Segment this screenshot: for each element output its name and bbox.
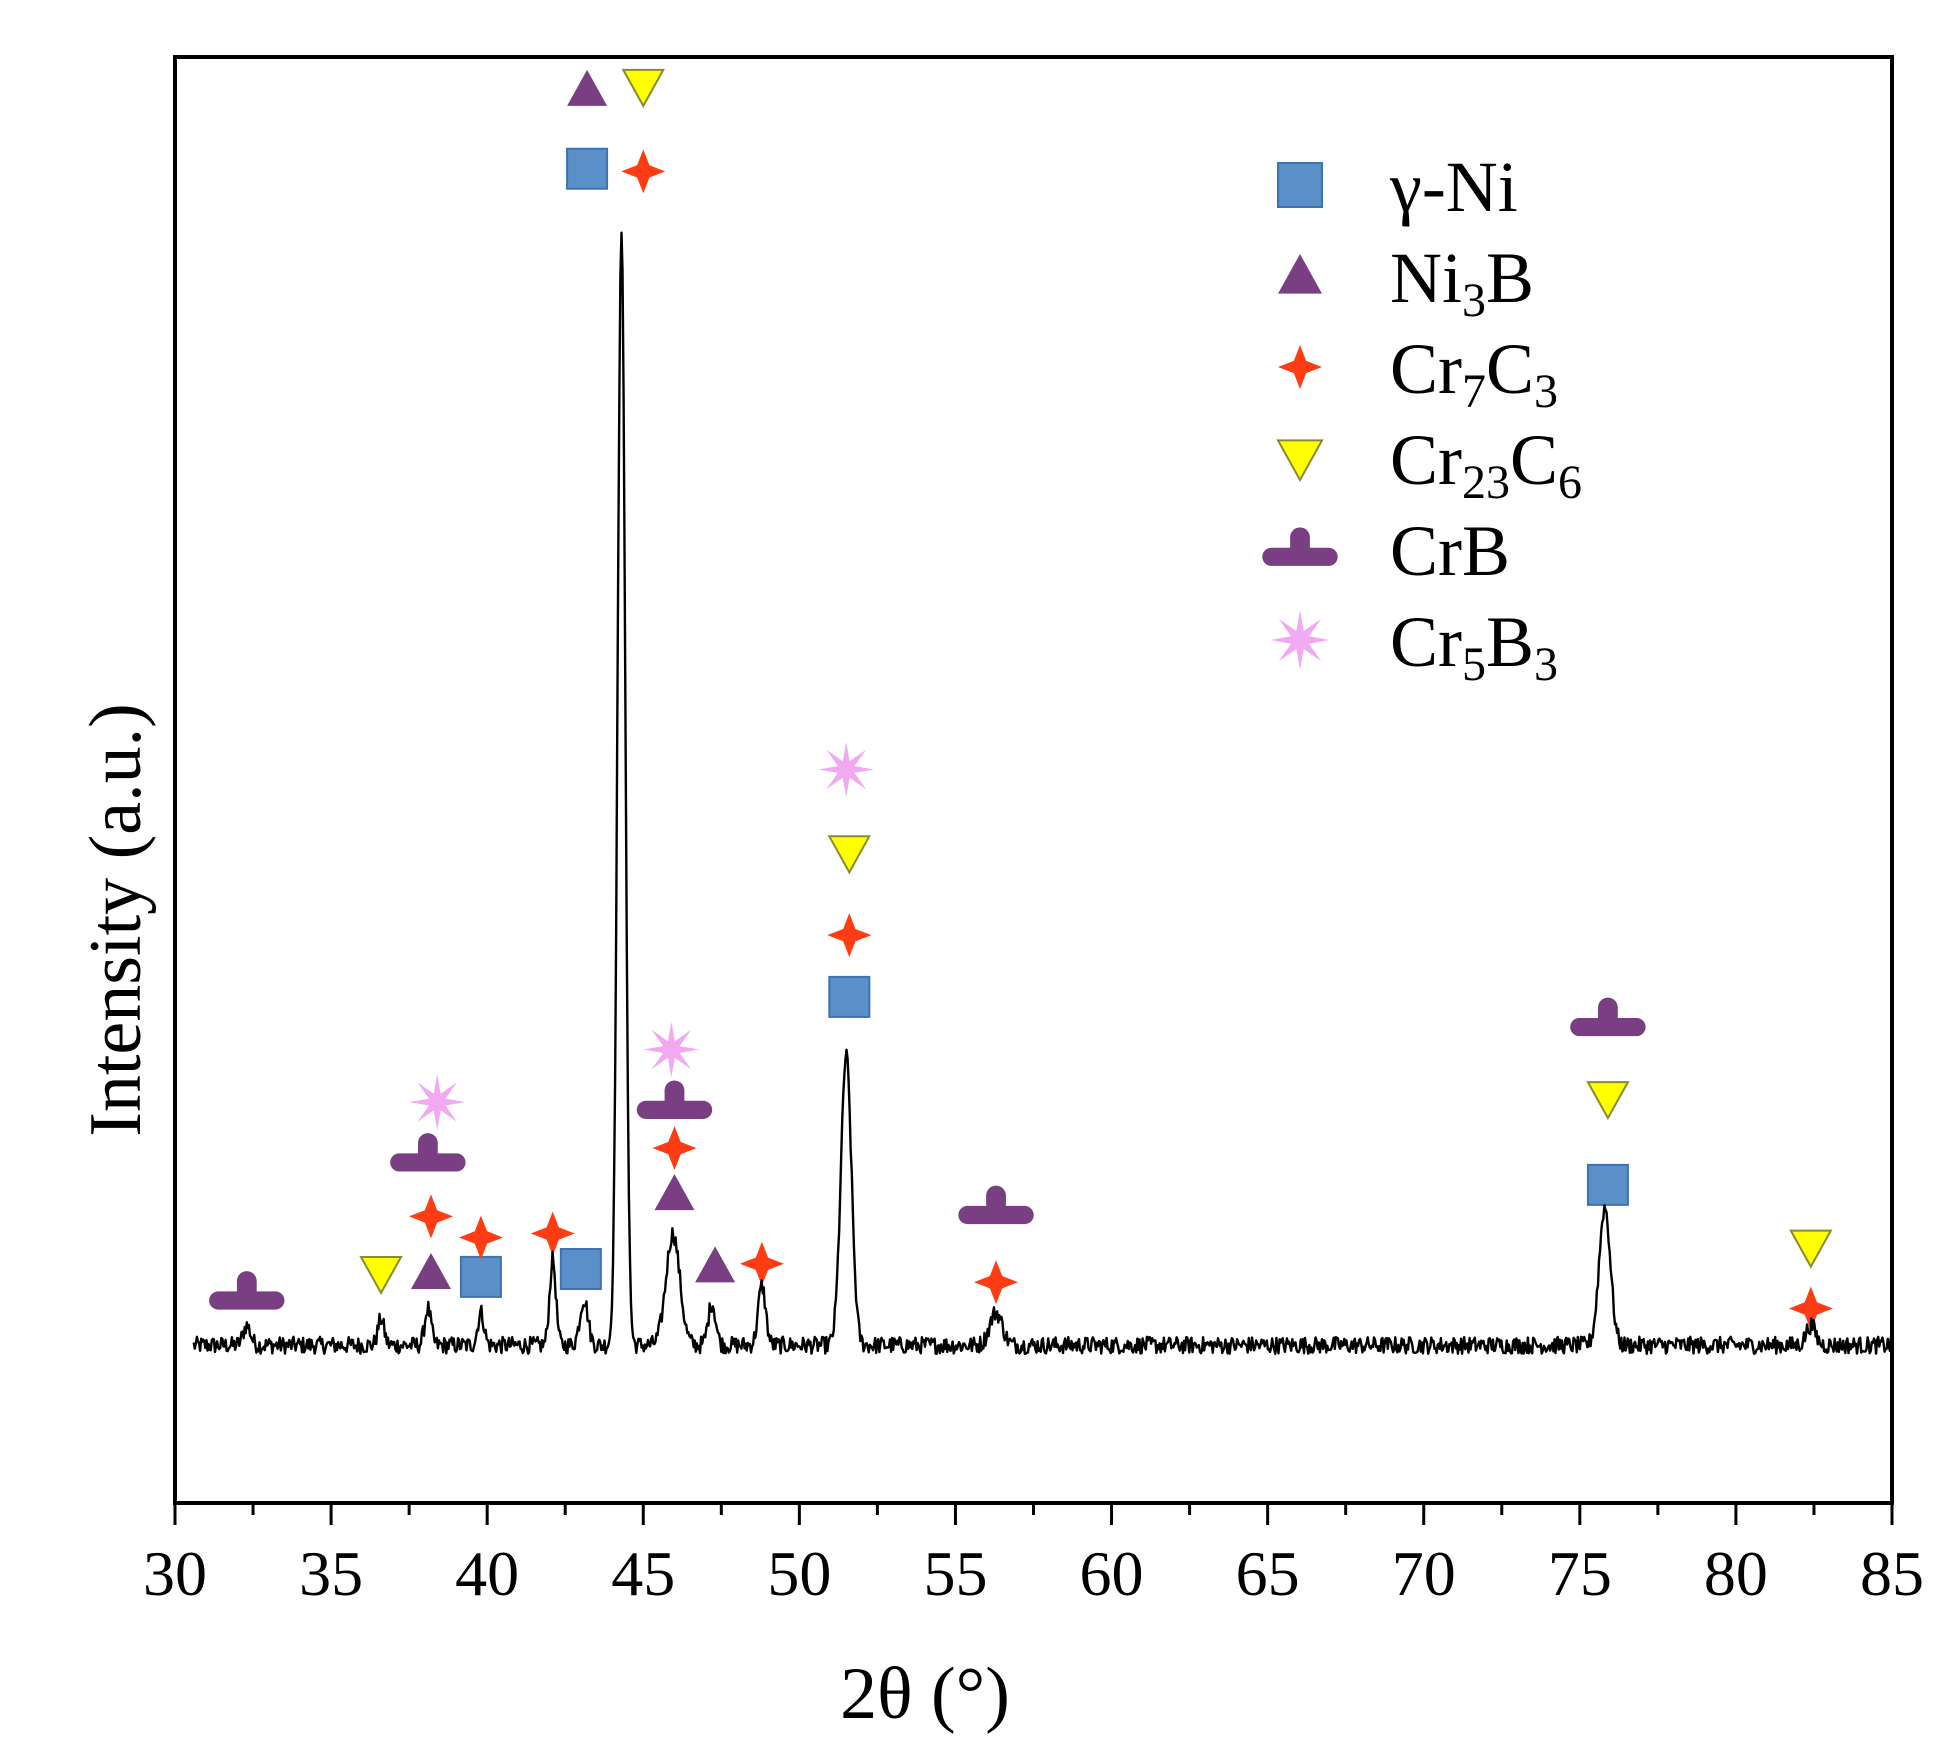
legend-symbol-triangle-up-icon — [1278, 254, 1322, 294]
peak-markers — [209, 68, 1833, 1331]
peak-marker-crb — [1570, 997, 1646, 1037]
peak-marker-cr7c3 — [621, 149, 666, 194]
peak-marker-ni — [566, 147, 609, 190]
legend-symbol-square-icon — [1277, 162, 1323, 208]
x-tick-label: 55 — [923, 1538, 987, 1609]
x-tick-label: 60 — [1080, 1538, 1144, 1609]
peak-marker-crb — [958, 1185, 1034, 1225]
peak-marker-ni — [459, 1255, 502, 1298]
legend-symbol-crb-icon — [1262, 527, 1338, 566]
legend-symbol-triangle-down-icon — [1276, 439, 1324, 483]
peak-marker-crb — [390, 1133, 466, 1172]
peak-marker-ni — [828, 975, 871, 1018]
x-tick-label: 35 — [299, 1538, 363, 1609]
peak-marker-ni — [559, 1248, 602, 1291]
peak-marker-cr7c3 — [974, 1260, 1019, 1305]
legend-item: CrB — [1262, 511, 1510, 591]
peak-marker-ni — [1586, 1163, 1629, 1206]
y-axis-title: Intensity (a.u.) — [75, 703, 157, 1137]
x-tick-label: 75 — [1548, 1538, 1612, 1609]
legend-item: Ni3B — [1278, 238, 1534, 327]
peak-marker-cr5b3 — [643, 1021, 700, 1078]
xrd-pattern-line — [192, 231, 1894, 1355]
peak-marker-cr7c3 — [458, 1215, 503, 1260]
legend-item: Cr5B3 — [1270, 602, 1558, 691]
peak-marker-cr7c3 — [530, 1211, 575, 1256]
legend-label: γ-Ni — [1389, 147, 1518, 227]
peak-marker-cr23c6 — [1586, 1081, 1630, 1121]
legend-item: γ-Ni — [1277, 147, 1518, 227]
x-tick-label: 80 — [1704, 1538, 1768, 1609]
legend-symbol-asterisk-icon — [1270, 610, 1330, 670]
legend-symbol-star4-icon — [1278, 345, 1322, 389]
x-tick-label: 50 — [767, 1538, 831, 1609]
peak-marker-ni3b — [410, 1252, 451, 1289]
x-tick-label: 30 — [143, 1538, 207, 1609]
x-tick-label: 45 — [611, 1538, 675, 1609]
x-tick-label: 70 — [1392, 1538, 1456, 1609]
x-tick-label: 40 — [455, 1538, 519, 1609]
peak-marker-cr7c3 — [1788, 1286, 1833, 1331]
x-tick-label: 65 — [1236, 1538, 1300, 1609]
peak-marker-cr23c6 — [621, 68, 665, 108]
legend-label: Cr23C6 — [1390, 420, 1582, 509]
peak-marker-cr23c6 — [359, 1255, 403, 1296]
legend-label: Cr7C3 — [1390, 329, 1558, 418]
legend-label: Ni3B — [1390, 238, 1534, 327]
peak-marker-cr7c3 — [408, 1194, 453, 1239]
legend-label: Cr5B3 — [1390, 602, 1558, 691]
peak-marker-ni3b — [695, 1246, 736, 1283]
peak-marker-crb — [636, 1080, 713, 1119]
legend-item: Cr7C3 — [1278, 329, 1558, 418]
peak-marker-cr23c6 — [827, 835, 872, 875]
peak-marker-cr7c3 — [739, 1241, 784, 1286]
peak-marker-ni3b — [654, 1174, 695, 1211]
legend-label: CrB — [1390, 511, 1510, 591]
peak-marker-cr5b3 — [409, 1074, 466, 1131]
peak-marker-cr23c6 — [1789, 1229, 1833, 1269]
x-tick-label: 85 — [1860, 1538, 1924, 1609]
legend-item: Cr23C6 — [1276, 420, 1582, 509]
peak-marker-cr7c3 — [652, 1126, 697, 1171]
peak-marker-cr7c3 — [827, 913, 872, 958]
x-axis-title: 2θ (°) — [840, 1653, 1010, 1735]
peak-marker-cr5b3 — [818, 741, 875, 798]
x-axis-ticks: 30 35 40 45 50 55 60 65 70 75 80 85 — [143, 1503, 1924, 1609]
peak-marker-ni3b — [567, 69, 608, 106]
peak-marker-crb — [209, 1271, 285, 1310]
